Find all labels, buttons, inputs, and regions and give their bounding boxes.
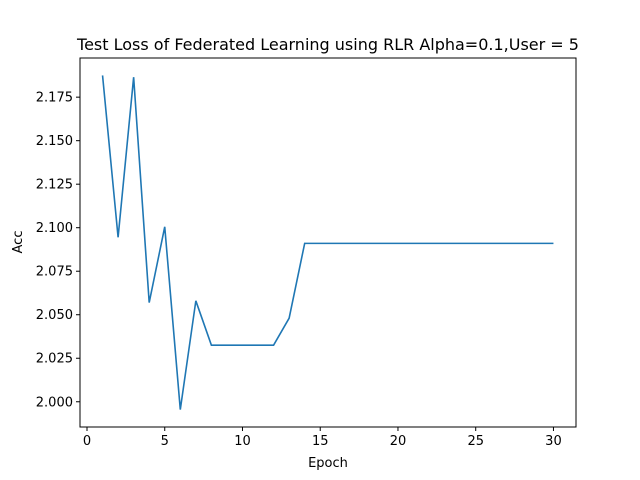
y-tick-label: 2.025: [36, 352, 73, 367]
y-tick-label: 2.075: [36, 265, 73, 280]
chart-title: Test Loss of Federated Learning using RL…: [76, 35, 579, 54]
x-axis-label: Epoch: [308, 456, 348, 471]
x-tick-label: 30: [545, 434, 562, 449]
x-tick-label: 15: [312, 434, 329, 449]
x-tick-label: 5: [161, 434, 169, 449]
axes-frame: [79, 57, 577, 428]
y-tick-label: 2.050: [36, 308, 73, 323]
y-tick-label: 2.175: [36, 91, 73, 106]
y-tick-label: 2.000: [36, 395, 73, 410]
y-axis-label: Acc: [11, 231, 26, 254]
x-tick-label: 10: [234, 434, 251, 449]
x-tick-label: 25: [467, 434, 484, 449]
series-line: [101, 75, 554, 410]
y-tick-label: 2.100: [36, 221, 73, 236]
x-tick-label: 20: [390, 434, 407, 449]
axis-ticks: 0 5 10 15 20 25 30 2.000 2.025 2.050 2.075 2.100 2.1…: [36, 91, 562, 449]
y-tick-label: 2.150: [36, 134, 73, 149]
plot-area: [101, 75, 554, 410]
x-tick-label: 0: [83, 434, 91, 449]
y-tick-label: 2.125: [36, 178, 73, 193]
